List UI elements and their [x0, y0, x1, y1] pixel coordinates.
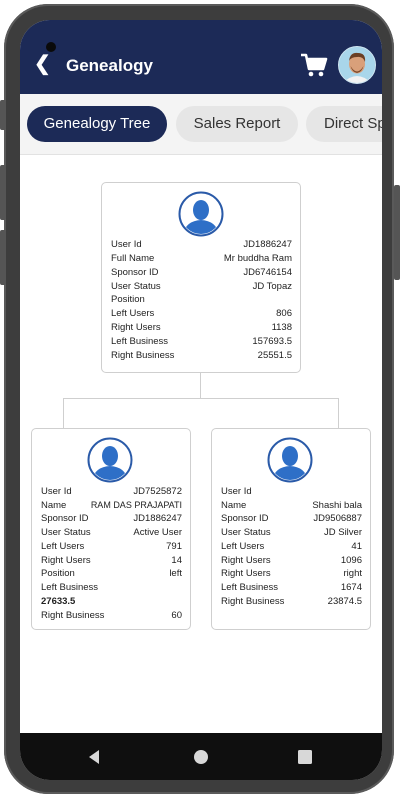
field-value: JD9506887 [313, 513, 362, 524]
tree-connector [63, 398, 64, 428]
system-nav-bar [20, 733, 382, 780]
field-value: right [343, 568, 362, 579]
field-label: Right Business [221, 596, 285, 607]
field-label: Left Business [111, 336, 169, 347]
field-value: Active User [133, 527, 182, 538]
field-value: JD6746154 [243, 267, 292, 278]
field-label: User Id [41, 486, 72, 497]
field-label: Left Business [221, 582, 279, 593]
field-value: 791 [166, 541, 182, 552]
field-label: Left Users [41, 541, 85, 552]
field-label: Right Users [111, 322, 161, 333]
field-label: Left Users [221, 541, 265, 552]
user-avatar-icon [267, 437, 313, 483]
field-label: User Status [111, 281, 161, 292]
field-value: Mr buddha Ram [223, 253, 292, 264]
field-label: Left Users [111, 308, 155, 319]
field-label: Sponsor ID [41, 513, 89, 524]
field-value: RAM DAS PRAJAPATI [90, 500, 182, 510]
tab-bar: Genealogy Tree Sales Report Direct Sp [20, 94, 382, 155]
tree-connector [200, 371, 201, 399]
camera-hole [46, 42, 56, 52]
field-label: User Id [221, 486, 252, 497]
left-member-card[interactable]: User Id JD7525872 Name RAM DAS PRAJAPATI S… [31, 428, 191, 630]
user-avatar-icon [87, 437, 133, 483]
field-value: 41 [351, 541, 362, 552]
root-member-card[interactable]: User Id JD1886247 Full Name Mr buddha Ram … [101, 182, 301, 373]
field-value: 14 [171, 555, 182, 566]
field-label: Right Users [41, 555, 91, 566]
field-value: 1674 [340, 582, 362, 593]
field-value: 60 [171, 610, 182, 621]
field-label: Name [221, 500, 247, 511]
field-value: 27633.5 [41, 596, 76, 607]
side-button [0, 165, 6, 220]
field-label: Right Users [221, 555, 271, 566]
field-value: left [169, 568, 182, 579]
field-value: JD Topaz [252, 281, 292, 292]
field-label: User Id [111, 239, 142, 250]
field-label: Right Business [111, 350, 175, 361]
field-label: Position [111, 294, 145, 305]
field-label: Sponsor ID [221, 513, 269, 524]
tab-direct-sponsor[interactable]: Direct Sp [306, 106, 382, 142]
tree-connector [338, 398, 339, 428]
side-button [0, 100, 6, 130]
field-label: Right Business [41, 610, 105, 621]
field-value: 806 [276, 308, 292, 319]
field-value: JD7525872 [133, 486, 182, 497]
field-label: Right Users [221, 568, 271, 579]
nav-recent-icon[interactable] [298, 750, 312, 764]
field-value: 1138 [271, 322, 292, 333]
nav-home-icon[interactable] [193, 749, 209, 765]
tab-sales-report[interactable]: Sales Report [176, 106, 298, 142]
app-header: ❮ Genealogy [20, 20, 382, 94]
field-label: User Status [221, 527, 271, 538]
field-value: 25551.5 [257, 350, 292, 361]
right-member-card[interactable]: User Id Name Shashi bala Sponsor ID JD9506… [211, 428, 371, 630]
app-screen: ❮ Genealogy Genealogy Tree Sales Report … [20, 20, 382, 780]
field-label: Left Business [41, 582, 99, 593]
field-value: 157693.5 [252, 336, 292, 347]
tab-genealogy-tree[interactable]: Genealogy Tree [27, 106, 167, 142]
field-value: JD1886247 [243, 239, 292, 250]
back-arrow-icon[interactable]: ❮ [34, 53, 51, 75]
page-title: Genealogy [66, 56, 153, 75]
field-value: 23874.5 [327, 596, 362, 607]
field-value: JD1886247 [133, 513, 182, 524]
field-label: User Status [41, 527, 91, 538]
cart-icon[interactable] [300, 51, 328, 79]
field-label: Full Name [111, 253, 155, 264]
nav-back-icon[interactable] [86, 749, 102, 765]
field-label: Name [41, 500, 67, 511]
field-value: Shashi bala [312, 500, 362, 511]
side-button [0, 230, 6, 285]
field-value: 1096 [340, 555, 362, 566]
user-avatar-icon [178, 191, 224, 237]
field-value: JD Silver [323, 527, 362, 538]
tree-connector [63, 398, 338, 399]
avatar[interactable] [338, 46, 376, 84]
side-button [394, 185, 400, 280]
field-label: Sponsor ID [111, 267, 159, 278]
field-label: Position [41, 568, 75, 579]
